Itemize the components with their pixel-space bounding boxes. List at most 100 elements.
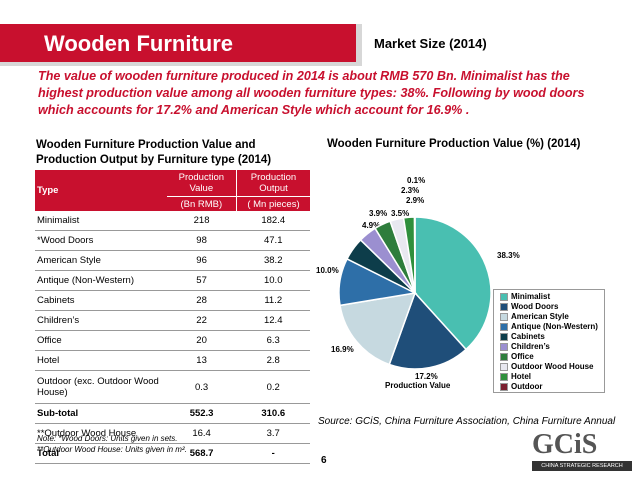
cell-value: 28 bbox=[166, 290, 237, 311]
cell-output: 10.0 bbox=[236, 270, 310, 291]
logo-text: GCiS bbox=[532, 429, 598, 460]
cell-output: 0.2 bbox=[236, 370, 310, 404]
table-row: American Style 96 38.2 bbox=[35, 250, 310, 271]
page-title: Wooden Furniture bbox=[44, 31, 234, 56]
legend-swatch bbox=[500, 362, 508, 371]
cell-type: Hotel bbox=[35, 350, 167, 371]
cell-type: American Style bbox=[35, 250, 167, 271]
legend-item: American Style bbox=[500, 312, 569, 321]
pie-xlabel: Production Value bbox=[385, 381, 451, 390]
cell-value: 57 bbox=[166, 270, 237, 291]
chart-title: Wooden Furniture Production Value (%) (2… bbox=[327, 138, 581, 150]
cell-value: 218 bbox=[166, 211, 237, 231]
legend-label: Office bbox=[511, 352, 534, 361]
title-bar bbox=[0, 24, 356, 62]
cell-type: Antique (Non-Western) bbox=[35, 270, 167, 291]
legend-label: Wood Doors bbox=[511, 302, 559, 311]
cell-output: 182.4 bbox=[236, 211, 310, 231]
slice-label: 0.1% bbox=[407, 176, 425, 185]
cell-value: 13 bbox=[166, 350, 237, 371]
pie-slice bbox=[339, 292, 417, 366]
legend-label: American Style bbox=[511, 312, 569, 321]
cell-output: 11.2 bbox=[236, 290, 310, 311]
legend-item: Minimalist bbox=[500, 292, 550, 301]
table-row: Antique (Non-Western) 57 10.0 bbox=[35, 270, 310, 291]
legend-item: Outdoor Wood House bbox=[500, 362, 594, 371]
cell-type: Children’s bbox=[35, 310, 167, 331]
col-header-type: Type bbox=[35, 170, 167, 211]
legend-item: Office bbox=[500, 352, 534, 361]
legend-label: Outdoor bbox=[511, 382, 543, 391]
gcis-logo: GCiS CHINA STRATEGIC RESEARCH bbox=[532, 427, 632, 471]
legend-swatch bbox=[500, 382, 508, 391]
legend-swatch bbox=[500, 372, 508, 381]
cell-output: - bbox=[236, 443, 310, 464]
slice-label: 38.3% bbox=[497, 251, 520, 260]
table-row: Office 20 6.3 bbox=[35, 330, 310, 351]
legend-item: Wood Doors bbox=[500, 302, 558, 311]
production-table: Type Production Value Production Output … bbox=[35, 170, 310, 464]
cell-output: 3.7 bbox=[236, 423, 310, 444]
cell-type: **Outdoor Wood House bbox=[35, 423, 167, 444]
cell-value: 0.3 bbox=[166, 370, 237, 404]
legend-item: Cabinets bbox=[500, 332, 545, 341]
page-number: 6 bbox=[321, 455, 327, 466]
cell-value: 568.7 bbox=[166, 443, 237, 464]
cell-value: 96 bbox=[166, 250, 237, 271]
pie-slice bbox=[414, 216, 492, 351]
table-note-2: **Outdoor Wood House: Units given in m². bbox=[37, 445, 187, 454]
table-row: Minimalist 218 182.4 bbox=[35, 211, 310, 231]
slice-label: 2.9% bbox=[406, 196, 424, 205]
col-header-value: Production Value bbox=[166, 170, 237, 197]
cell-output: 2.8 bbox=[236, 350, 310, 371]
cell-value: 22 bbox=[166, 310, 237, 331]
slice-label: 3.5% bbox=[391, 209, 409, 218]
legend-swatch bbox=[500, 292, 508, 301]
legend-swatch bbox=[500, 342, 508, 351]
legend-swatch bbox=[500, 322, 508, 331]
cell-output: 6.3 bbox=[236, 330, 310, 351]
unit-output: ( Mn pieces) bbox=[236, 196, 310, 211]
table-row: Cabinets 28 11.2 bbox=[35, 290, 310, 311]
cell-value: 20 bbox=[166, 330, 237, 351]
slice-label: 4.9% bbox=[362, 221, 380, 230]
table-row: *Wood Doors 98 47.1 bbox=[35, 230, 310, 251]
legend-label: Minimalist bbox=[511, 292, 551, 301]
cell-output: 38.2 bbox=[236, 250, 310, 271]
cell-type: Total bbox=[35, 443, 167, 464]
table-row: Hotel 13 2.8 bbox=[35, 350, 310, 371]
table-row: Children’s 22 12.4 bbox=[35, 310, 310, 331]
table-note-1: Note: *Wood Doors: Units given in sets. bbox=[37, 434, 178, 443]
cell-output: 47.1 bbox=[236, 230, 310, 251]
legend-label: Outdoor Wood House bbox=[511, 362, 594, 371]
market-size-label: Market Size (2014) bbox=[374, 36, 487, 51]
legend-item: Hotel bbox=[500, 372, 531, 381]
slice-label: 2.3% bbox=[401, 186, 419, 195]
source-text: Source: GCiS, China Furniture Associatio… bbox=[318, 416, 616, 427]
legend-item: Antique (Non-Western) bbox=[500, 322, 598, 331]
cell-output: 12.4 bbox=[236, 310, 310, 331]
cell-type: Sub-total bbox=[35, 403, 167, 424]
legend-item: Outdoor bbox=[500, 382, 543, 391]
legend-label: Antique (Non-Western) bbox=[511, 322, 598, 331]
table-row: **Outdoor Wood House 16.4 3.7 bbox=[35, 423, 310, 444]
table-row: Total 568.7- bbox=[35, 443, 310, 464]
legend-label: Hotel bbox=[511, 372, 531, 381]
cell-value: 552.3 bbox=[166, 403, 237, 424]
cell-type: Outdoor (exc. Outdoor Wood House) bbox=[35, 370, 167, 404]
cell-type: Cabinets bbox=[35, 290, 167, 311]
legend-label: Children’s bbox=[511, 342, 550, 351]
slice-label: 10.0% bbox=[316, 266, 339, 275]
legend-swatch bbox=[500, 312, 508, 321]
table-row: Sub-total 552.3 310.6 bbox=[35, 403, 310, 424]
cell-type: Minimalist bbox=[35, 211, 167, 231]
legend-swatch bbox=[500, 332, 508, 341]
cell-value: 16.4 bbox=[166, 423, 237, 444]
legend-swatch bbox=[500, 352, 508, 361]
col-header-output: Production Output bbox=[236, 170, 310, 197]
table-title: Wooden Furniture Production Value and Pr… bbox=[36, 139, 272, 166]
cell-value: 98 bbox=[166, 230, 237, 251]
slice-label: 16.9% bbox=[331, 345, 354, 354]
logo-tagline: CHINA STRATEGIC RESEARCH bbox=[532, 461, 632, 471]
